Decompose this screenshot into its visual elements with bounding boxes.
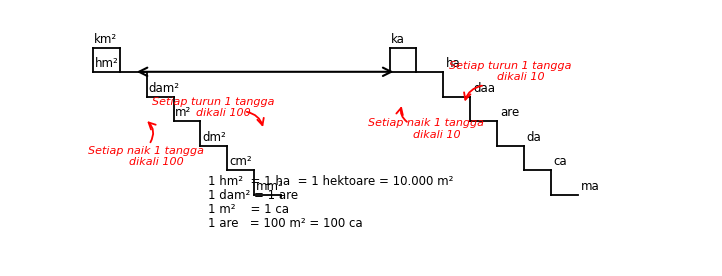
Text: daa: daa [473, 82, 495, 95]
Text: km²: km² [94, 33, 117, 46]
Text: Setiap turun 1 tangga
      dikali 100: Setiap turun 1 tangga dikali 100 [152, 97, 274, 118]
Text: Setiap naik 1 tangga
      dikali 10: Setiap naik 1 tangga dikali 10 [368, 118, 484, 140]
Text: da: da [527, 131, 542, 144]
Text: ca: ca [554, 155, 567, 168]
Text: dm²: dm² [202, 131, 226, 144]
Text: hm²: hm² [95, 57, 118, 70]
Text: dam²: dam² [149, 82, 180, 95]
Text: 1 m²    = 1 ca: 1 m² = 1 ca [208, 203, 289, 216]
Text: 1 dam² = 1 are: 1 dam² = 1 are [208, 189, 298, 202]
Text: mm²: mm² [256, 179, 284, 193]
Text: 1 hm²  = 1 ha  = 1 hektoare = 10.000 m²: 1 hm² = 1 ha = 1 hektoare = 10.000 m² [208, 175, 453, 188]
Text: cm²: cm² [229, 155, 252, 168]
Text: ka: ka [391, 33, 404, 46]
Text: Setiap turun 1 tangga
      dikali 10: Setiap turun 1 tangga dikali 10 [448, 60, 571, 82]
Text: 1 are   = 100 m² = 100 ca: 1 are = 100 m² = 100 ca [208, 217, 362, 230]
Text: are: are [500, 106, 519, 119]
Text: m²: m² [175, 106, 191, 119]
Text: ha: ha [446, 57, 461, 70]
Text: Setiap naik 1 tangga
      dikali 100: Setiap naik 1 tangga dikali 100 [88, 145, 204, 167]
Text: ma: ma [580, 179, 599, 193]
